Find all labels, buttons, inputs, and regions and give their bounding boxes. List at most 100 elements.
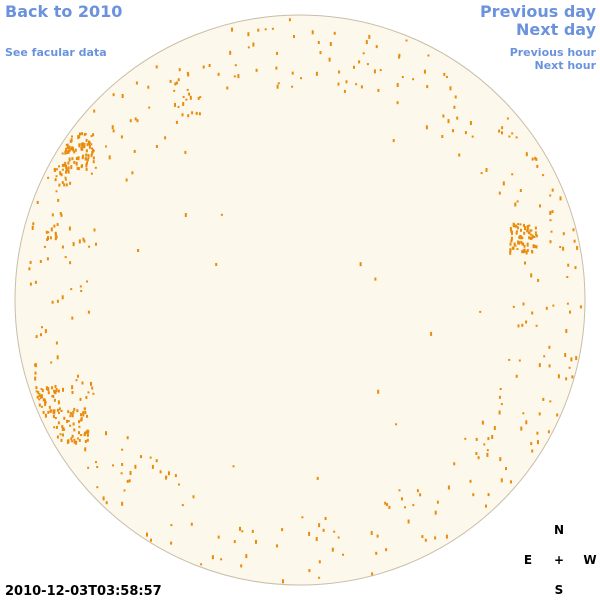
- facula: [255, 539, 257, 544]
- facula: [538, 363, 541, 368]
- facula: [67, 420, 70, 423]
- facula: [62, 433, 64, 437]
- facula: [530, 442, 533, 446]
- prev-day-link[interactable]: Previous day: [480, 2, 597, 21]
- facula: [531, 311, 534, 315]
- facula: [396, 83, 399, 87]
- facula: [276, 544, 278, 548]
- facula: [71, 413, 74, 417]
- facula: [191, 111, 194, 115]
- facula: [83, 143, 86, 147]
- facula: [56, 355, 59, 360]
- facula: [155, 459, 158, 463]
- facula: [85, 163, 88, 168]
- facula: [518, 235, 521, 240]
- facula: [251, 529, 254, 533]
- next-hour-link[interactable]: Next hour: [535, 59, 597, 72]
- facula: [92, 392, 95, 395]
- facula: [37, 391, 40, 395]
- facula: [197, 96, 200, 100]
- facula: [174, 102, 176, 107]
- facula: [85, 396, 88, 399]
- facula: [54, 417, 57, 419]
- facula: [569, 310, 571, 314]
- facula: [121, 94, 124, 98]
- facula: [60, 213, 63, 217]
- facula: [566, 276, 569, 278]
- facula: [537, 278, 540, 282]
- facula: [151, 464, 154, 469]
- facula: [65, 147, 68, 152]
- facula: [58, 411, 60, 414]
- facula: [40, 333, 42, 337]
- facula: [522, 242, 525, 246]
- facula: [539, 204, 541, 208]
- facula: [61, 295, 64, 300]
- facula: [81, 156, 84, 160]
- facula: [75, 161, 78, 166]
- facula: [71, 391, 74, 394]
- facula: [469, 121, 472, 125]
- back-link[interactable]: Back to 2010: [5, 2, 122, 21]
- facula: [528, 231, 531, 234]
- facula: [70, 437, 73, 441]
- compass-west: W: [583, 553, 596, 567]
- facula: [64, 178, 67, 181]
- facula: [170, 541, 173, 545]
- facula: [424, 538, 427, 542]
- facula: [108, 155, 111, 160]
- facula: [442, 114, 445, 118]
- facula: [59, 212, 62, 215]
- facula: [515, 136, 518, 139]
- facula: [140, 455, 142, 459]
- facula: [549, 211, 552, 215]
- facula: [51, 395, 54, 398]
- facula: [514, 224, 517, 228]
- facula: [449, 86, 452, 91]
- facula: [508, 358, 511, 361]
- facula: [534, 226, 537, 230]
- facula: [85, 167, 88, 171]
- facula: [529, 233, 532, 236]
- facula: [366, 63, 369, 66]
- facula: [39, 260, 42, 263]
- facula: [96, 486, 99, 489]
- facula: [375, 45, 378, 49]
- prev-hour-link[interactable]: Previous hour: [510, 46, 597, 59]
- facula: [534, 231, 537, 234]
- facula: [53, 426, 56, 429]
- facula: [80, 290, 83, 292]
- next-day-link[interactable]: Next day: [516, 20, 597, 39]
- facula: [78, 239, 81, 244]
- facula: [111, 125, 114, 130]
- facula: [92, 133, 95, 137]
- facula: [41, 326, 43, 329]
- facular-link[interactable]: See facular data: [5, 46, 107, 59]
- facula: [566, 302, 569, 305]
- facula: [53, 398, 56, 402]
- facula: [71, 146, 74, 151]
- facula: [29, 260, 32, 264]
- facula: [112, 93, 115, 97]
- facula: [40, 405, 43, 408]
- facula: [510, 239, 513, 243]
- facula: [50, 227, 53, 232]
- solar-disk: [14, 14, 586, 586]
- facula: [62, 427, 65, 431]
- facula: [458, 153, 461, 157]
- facula: [83, 407, 86, 411]
- facula: [562, 246, 565, 251]
- facula: [445, 534, 448, 539]
- facula: [72, 422, 75, 426]
- facula: [75, 379, 78, 382]
- facula: [567, 263, 570, 267]
- facula: [134, 117, 137, 121]
- facula: [398, 55, 401, 59]
- facula: [576, 245, 579, 250]
- facula: [136, 119, 139, 123]
- facula: [360, 85, 363, 89]
- facula: [84, 447, 87, 452]
- facula: [65, 170, 67, 174]
- facula: [40, 394, 43, 399]
- facula: [531, 449, 534, 453]
